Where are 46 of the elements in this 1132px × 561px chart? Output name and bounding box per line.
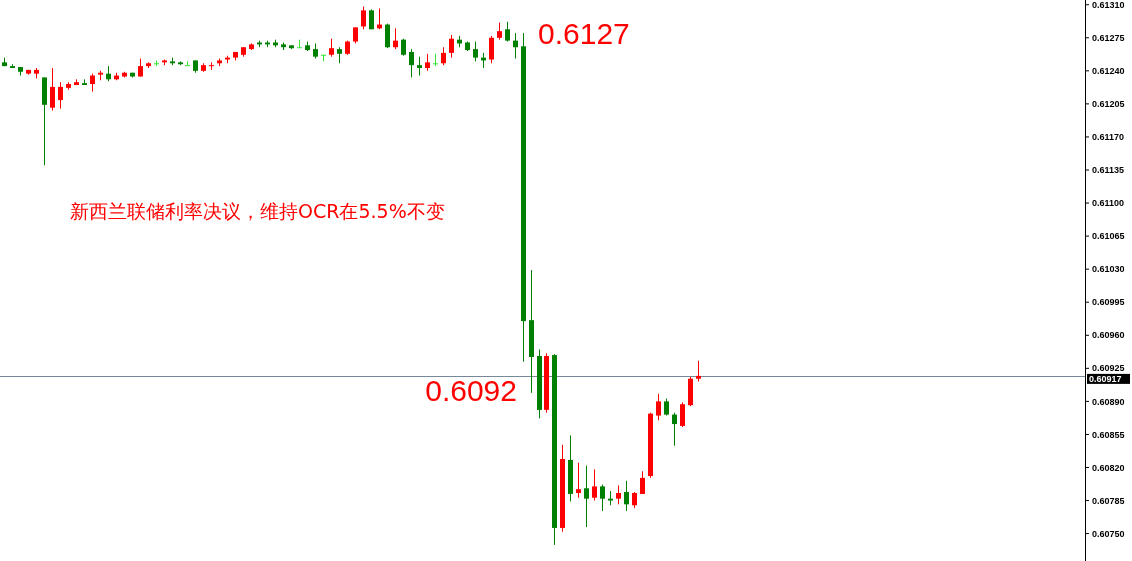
y-tick-label: 0.61065 xyxy=(1092,231,1125,242)
candlestick xyxy=(624,480,629,512)
candlestick xyxy=(489,35,494,64)
y-tick-label: 0.60855 xyxy=(1092,429,1125,440)
y-tick-label: 0.60820 xyxy=(1092,462,1125,473)
annotation: 新西兰联储利率决议，维持OCR在5.5%不变 xyxy=(70,200,445,222)
y-tick-label: 0.60750 xyxy=(1092,528,1125,539)
ref-line-label: 0.60917 xyxy=(1089,374,1122,385)
candlestick xyxy=(696,360,701,383)
y-tick-label: 0.61310 xyxy=(1092,0,1125,10)
candlestick xyxy=(592,468,597,502)
candlestick xyxy=(58,81,63,110)
candlestick xyxy=(576,462,581,499)
y-tick-label: 0.61275 xyxy=(1092,32,1125,43)
candlestick xyxy=(433,53,438,67)
y-tick-label: 0.61240 xyxy=(1092,65,1125,76)
candlestick xyxy=(50,67,55,111)
candlestick xyxy=(584,465,589,528)
candlestick xyxy=(473,41,478,62)
y-tick-label: 0.60960 xyxy=(1092,330,1125,341)
candlestick xyxy=(409,48,414,78)
candlestick xyxy=(185,60,190,67)
y-tick-label: 0.61135 xyxy=(1092,165,1125,176)
candlestick xyxy=(385,23,390,49)
annotation: 0.6127 xyxy=(538,16,630,50)
candlestick xyxy=(680,401,685,428)
y-tick-label: 0.60995 xyxy=(1092,297,1125,308)
candlestick xyxy=(361,6,366,30)
annotation: 0.6092 xyxy=(425,373,517,407)
candlestick xyxy=(513,32,518,60)
candlestick xyxy=(600,484,605,512)
candlestick xyxy=(417,56,422,77)
y-tick-label: 0.61205 xyxy=(1092,99,1125,110)
y-tick-label: 0.61100 xyxy=(1092,198,1125,209)
y-tick-label: 0.60890 xyxy=(1092,396,1125,407)
candlestick xyxy=(393,27,398,50)
candlestick xyxy=(640,470,645,495)
candlestick xyxy=(656,393,661,421)
y-tick-label: 0.61030 xyxy=(1092,264,1125,275)
candlestick xyxy=(505,21,510,43)
y-tick-label: 0.60925 xyxy=(1092,363,1125,374)
y-tick-label: 0.61170 xyxy=(1092,132,1125,143)
candlestick xyxy=(672,412,677,447)
y-tick-label: 0.60785 xyxy=(1092,495,1125,506)
candlestick xyxy=(616,484,621,505)
candlestick xyxy=(449,34,454,59)
